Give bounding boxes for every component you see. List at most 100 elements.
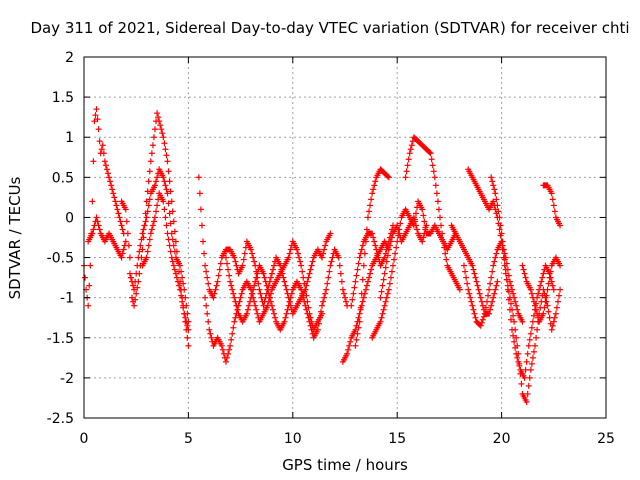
- data-point: [204, 310, 211, 317]
- data-point: [385, 286, 392, 293]
- data-point: [182, 294, 189, 301]
- data-point: [356, 310, 363, 317]
- data-point: [359, 298, 366, 305]
- data-point: [112, 198, 119, 205]
- data-point: [93, 214, 100, 221]
- data-point: [225, 266, 232, 273]
- data-point: [462, 268, 469, 275]
- data-point: [511, 338, 518, 345]
- data-point: [388, 234, 395, 241]
- data-point: [180, 280, 187, 287]
- data-point: [163, 222, 170, 229]
- data-point: [142, 218, 149, 225]
- data-point: [495, 208, 502, 215]
- data-point: [200, 238, 207, 245]
- data-point: [265, 290, 272, 297]
- data-point: [516, 362, 523, 369]
- data-point: [354, 266, 361, 273]
- data-point: [168, 254, 175, 261]
- data-point: [469, 302, 476, 309]
- data-point: [375, 254, 382, 261]
- data-point: [305, 274, 312, 281]
- data-point: [181, 310, 188, 317]
- data-point: [326, 268, 333, 275]
- data-point: [524, 390, 531, 397]
- data-point: [201, 250, 208, 257]
- data-point: [522, 274, 529, 281]
- data-point: [529, 354, 536, 361]
- data-point: [345, 346, 352, 353]
- data-point: [393, 244, 400, 251]
- data-point: [300, 294, 307, 301]
- data-point: [146, 168, 153, 175]
- data-point: [237, 294, 244, 301]
- data-point: [178, 268, 185, 275]
- data-point: [253, 274, 260, 281]
- data-point: [184, 322, 191, 329]
- data-point: [385, 174, 392, 181]
- data-point: [349, 296, 356, 303]
- data-point: [394, 222, 401, 229]
- data-point: [233, 262, 240, 269]
- data-point: [269, 266, 276, 273]
- data-point: [86, 282, 93, 289]
- data-point: [541, 304, 548, 311]
- data-point: [271, 310, 278, 317]
- data-point: [467, 294, 474, 301]
- data-point: [143, 198, 150, 205]
- data-point: [133, 290, 140, 297]
- data-point: [501, 256, 508, 263]
- data-point: [388, 268, 395, 275]
- data-point: [148, 226, 155, 233]
- data-point: [161, 206, 168, 213]
- data-point: [354, 330, 361, 337]
- data-point: [127, 274, 134, 281]
- x-tick-label: 5: [184, 431, 193, 447]
- data-point: [557, 286, 564, 293]
- data-point: [550, 318, 557, 325]
- data-point: [489, 268, 496, 275]
- data-point: [494, 278, 501, 285]
- data-point: [528, 290, 535, 297]
- data-point: [231, 294, 238, 301]
- data-point: [520, 266, 527, 273]
- data-point: [151, 214, 158, 221]
- data-point: [180, 304, 187, 311]
- data-point: [434, 198, 441, 205]
- data-point: [543, 292, 550, 299]
- data-point: [505, 272, 512, 279]
- data-point: [461, 262, 468, 269]
- data-point: [131, 286, 138, 293]
- data-point: [535, 290, 542, 297]
- data-point: [176, 282, 183, 289]
- data-point: [90, 226, 97, 233]
- data-point: [282, 282, 289, 289]
- data-point: [174, 278, 181, 285]
- data-point: [249, 250, 256, 257]
- data-point: [397, 220, 404, 227]
- data-point: [557, 262, 564, 269]
- data-point: [286, 298, 293, 305]
- data-point: [402, 174, 409, 181]
- data-point: [117, 218, 124, 225]
- data-point: [135, 254, 142, 261]
- data-point: [110, 190, 117, 197]
- data-point: [212, 286, 219, 293]
- data-point: [533, 334, 540, 341]
- data-point: [343, 298, 350, 305]
- data-point: [169, 208, 176, 215]
- x-tick-label: 25: [597, 431, 615, 447]
- data-point: [173, 274, 180, 281]
- data-point: [139, 230, 146, 237]
- data-point: [240, 256, 247, 263]
- data-point: [307, 266, 314, 273]
- data-point: [143, 214, 150, 221]
- data-point: [521, 270, 528, 277]
- data-point: [287, 246, 294, 253]
- data-point: [322, 290, 329, 297]
- data-point: [523, 358, 530, 365]
- data-point: [266, 294, 273, 301]
- data-point: [405, 156, 412, 163]
- data-point: [386, 242, 393, 249]
- data-point: [527, 286, 534, 293]
